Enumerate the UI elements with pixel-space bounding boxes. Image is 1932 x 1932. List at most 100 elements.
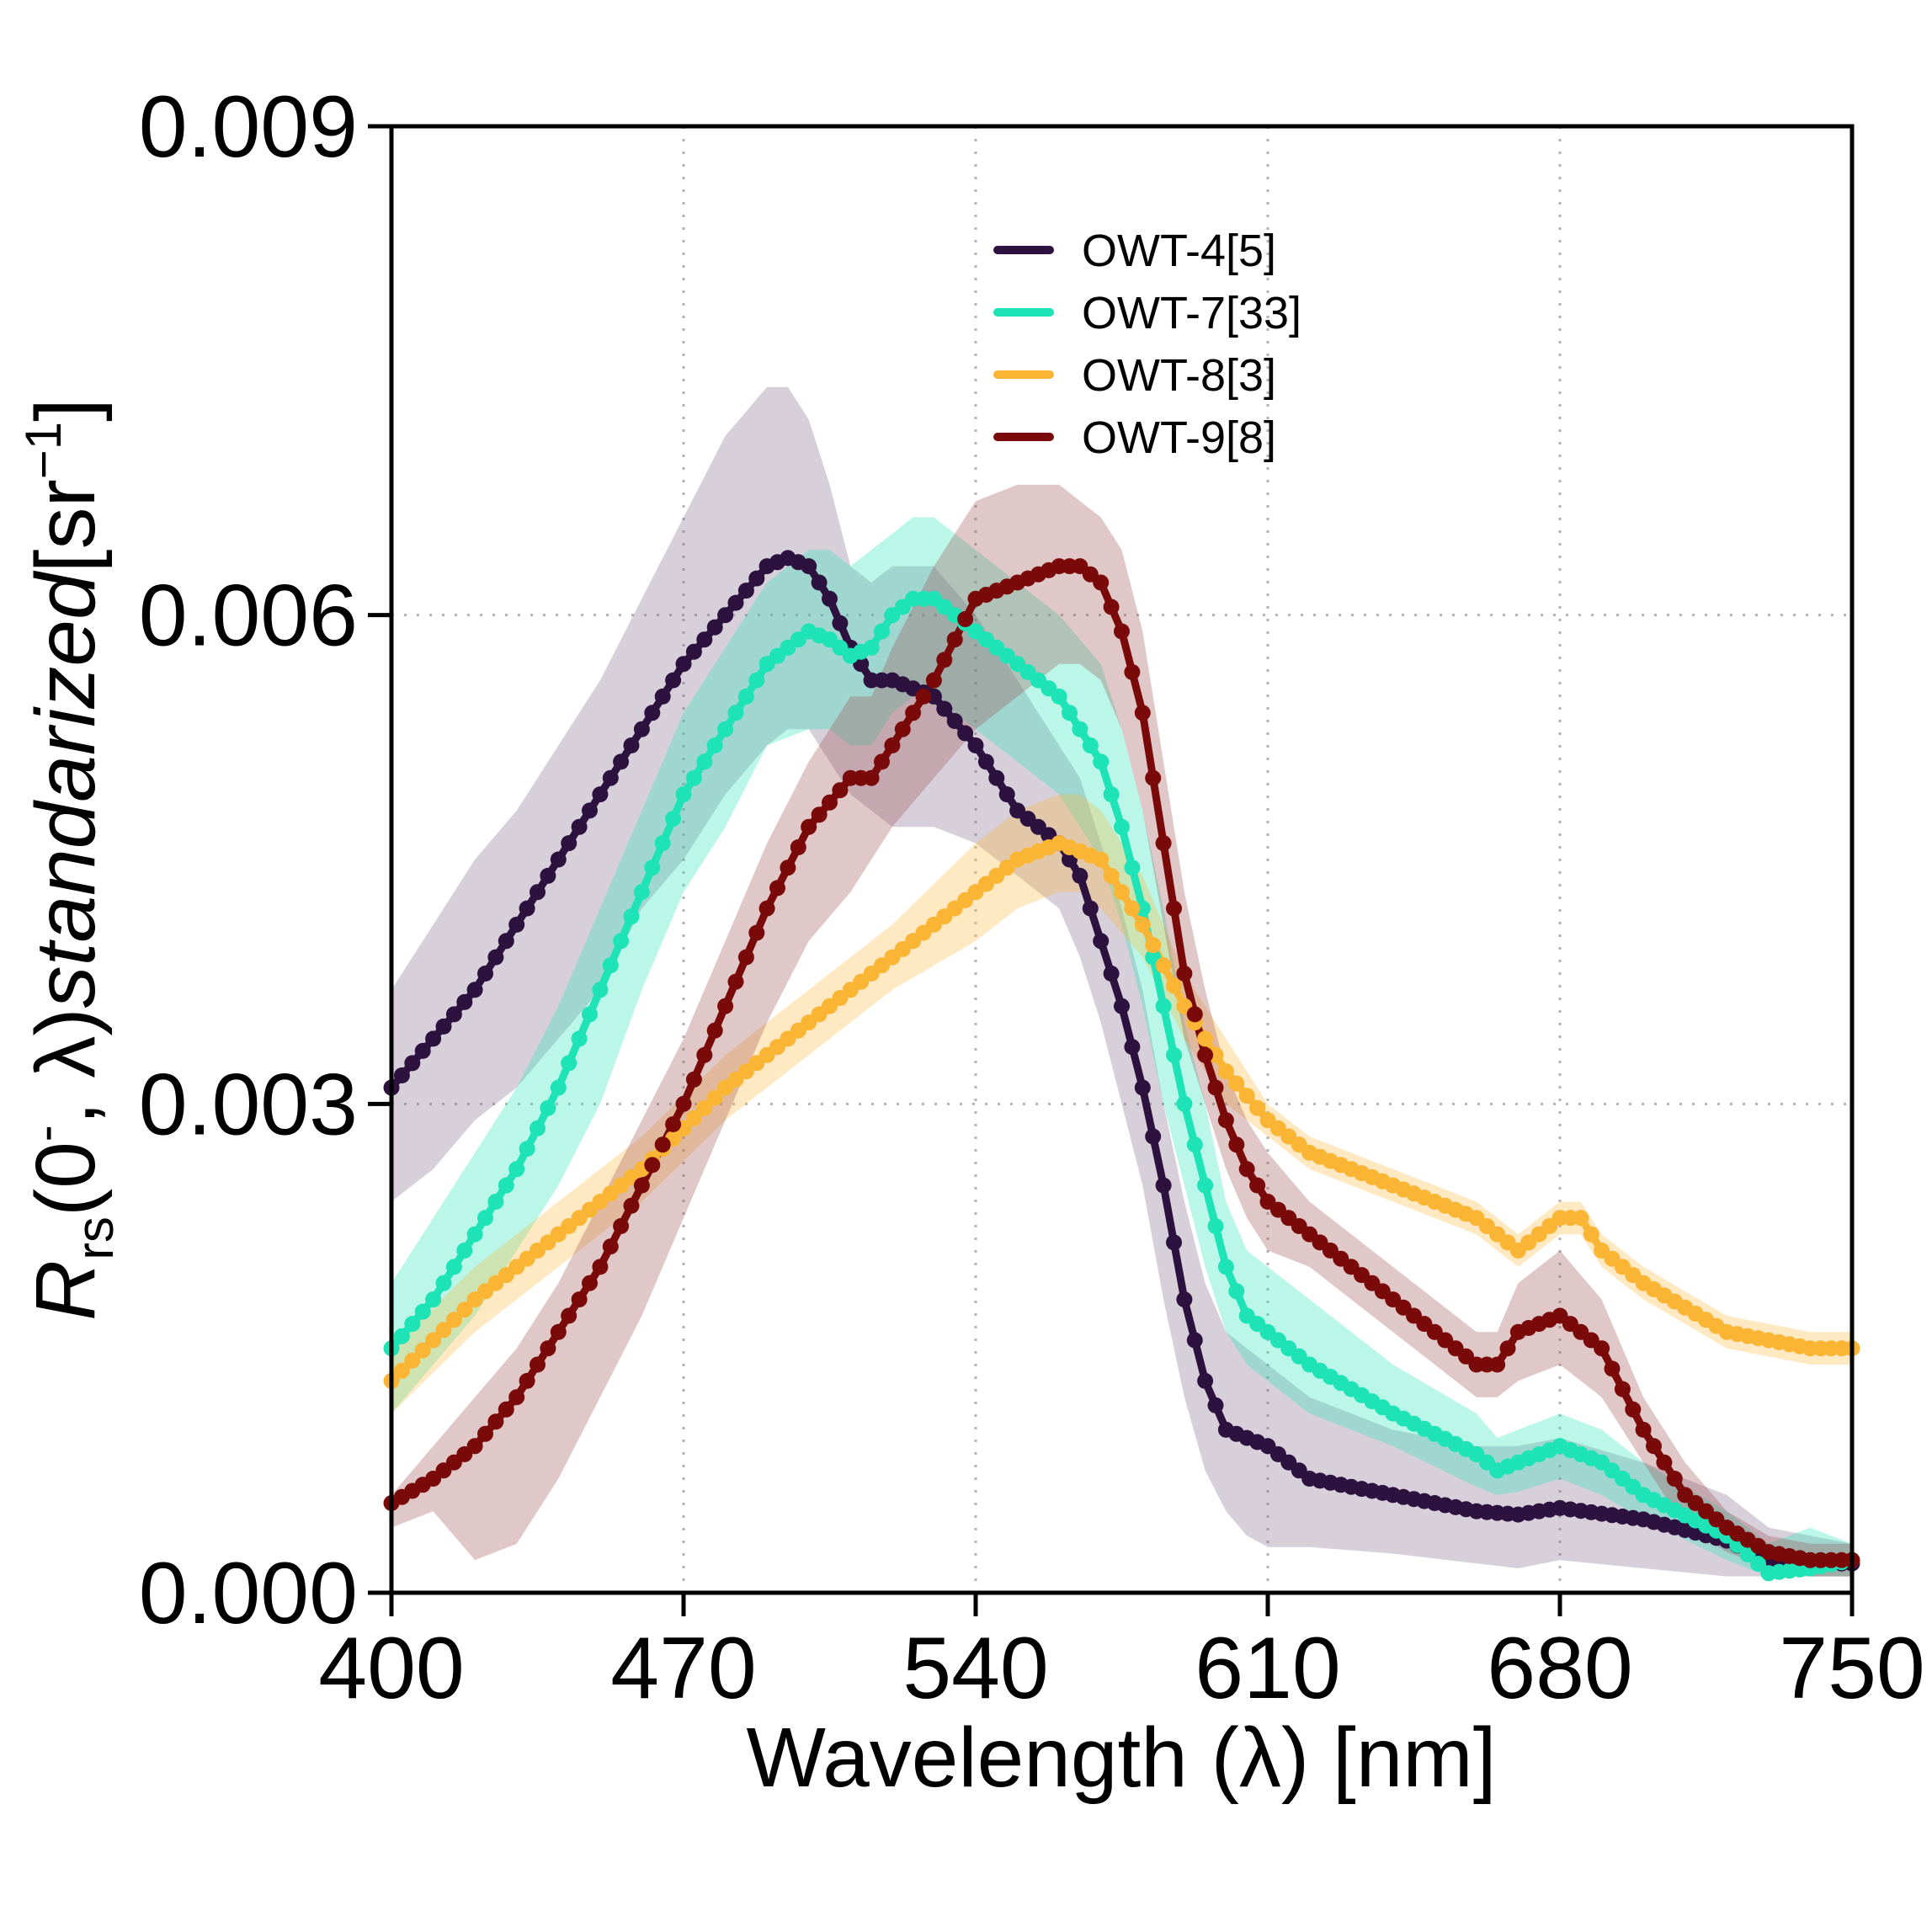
- data-point: [550, 851, 567, 868]
- plot-frame: [389, 124, 1855, 1595]
- data-point: [988, 769, 1005, 786]
- data-point: [685, 1071, 702, 1088]
- data-point: [404, 1352, 421, 1369]
- data-point: [967, 737, 984, 753]
- data-point: [477, 1210, 493, 1227]
- data-point: [498, 933, 514, 950]
- data-point: [1176, 1095, 1193, 1112]
- data-point: [530, 884, 546, 901]
- data-point: [1093, 574, 1110, 591]
- data-point: [1166, 900, 1182, 917]
- data-point: [582, 1275, 598, 1291]
- data-point: [998, 786, 1015, 803]
- data-point: [748, 672, 765, 689]
- data-point: [1238, 1088, 1255, 1104]
- data-point: [613, 753, 630, 770]
- data-point: [1134, 1079, 1151, 1096]
- data-point: [1249, 1177, 1266, 1194]
- grid-lines: [391, 126, 1852, 1593]
- data-point: [1197, 1030, 1214, 1047]
- data-point: [863, 639, 880, 656]
- data-point: [1656, 1454, 1673, 1471]
- data-point: [894, 721, 911, 737]
- data-point: [1228, 1136, 1245, 1153]
- y-title-unit-sup: −1: [15, 422, 72, 479]
- data-point: [1155, 835, 1172, 852]
- data-point: [561, 835, 577, 852]
- data-point: [1604, 1360, 1621, 1377]
- data-point: [957, 725, 974, 742]
- data-point: [498, 1401, 514, 1418]
- data-point: [445, 1006, 462, 1023]
- data-point: [466, 982, 483, 998]
- y-title-sup: -: [17, 1125, 73, 1142]
- data-point: [1489, 1356, 1506, 1373]
- data-point: [466, 1226, 483, 1243]
- data-point: [540, 1099, 556, 1116]
- data-point: [602, 769, 619, 786]
- data-point: [623, 1197, 640, 1214]
- data-point: [404, 1316, 421, 1333]
- data-point: [633, 721, 650, 737]
- y-title-mid: , λ): [19, 1008, 113, 1125]
- data-point: [1145, 937, 1162, 954]
- data-point: [404, 1055, 421, 1072]
- data-point: [445, 1259, 462, 1275]
- x-tick-label: 470: [610, 1620, 757, 1717]
- data-point: [592, 1259, 609, 1275]
- data-point: [654, 835, 671, 852]
- data-point: [675, 1095, 692, 1112]
- data-point: [1217, 1259, 1234, 1275]
- data-point: [1186, 1332, 1203, 1349]
- data-point: [874, 623, 890, 640]
- data-point: [685, 769, 702, 786]
- data-point: [633, 884, 650, 901]
- data-point: [654, 1136, 671, 1153]
- data-point: [393, 1328, 410, 1344]
- data-point: [571, 1291, 588, 1308]
- data-point: [801, 818, 817, 835]
- data-point: [561, 1055, 577, 1072]
- data-point: [790, 839, 806, 855]
- data-point: [550, 1323, 567, 1340]
- data-point: [946, 631, 963, 648]
- data-point: [811, 574, 828, 591]
- data-point: [1093, 753, 1110, 770]
- data-point: [633, 1177, 650, 1194]
- data-point: [1238, 1161, 1255, 1178]
- legend-label: OWT-7[33]: [1082, 288, 1301, 338]
- data-point: [592, 786, 609, 803]
- data-point: [550, 1079, 567, 1096]
- data-point: [665, 811, 682, 828]
- data-point: [1082, 900, 1099, 917]
- data-point: [1166, 1046, 1182, 1063]
- data-point: [1114, 884, 1130, 901]
- data-point: [498, 1177, 514, 1194]
- data-point: [540, 867, 556, 884]
- data-point: [644, 705, 661, 721]
- data-point: [1176, 1291, 1193, 1308]
- data-point: [644, 1157, 661, 1174]
- data-point: [1594, 1340, 1610, 1357]
- y-tick-label: 0.006: [139, 567, 358, 665]
- data-point: [435, 1275, 452, 1291]
- data-point: [706, 1022, 723, 1039]
- data-point: [727, 594, 744, 611]
- data-point: [1635, 1421, 1652, 1438]
- data-point: [1197, 1177, 1214, 1194]
- x-tick-label: 750: [1779, 1620, 1925, 1717]
- data-point: [1103, 786, 1120, 803]
- x-tick-label: 540: [902, 1620, 1049, 1717]
- data-point: [1093, 933, 1110, 950]
- data-point: [675, 656, 692, 673]
- data-point: [925, 672, 942, 689]
- data-point: [696, 1099, 713, 1116]
- data-point: [706, 737, 723, 753]
- data-point: [665, 672, 682, 689]
- data-point: [456, 993, 473, 1010]
- data-point: [508, 1161, 525, 1178]
- y-title-open: (0: [19, 1142, 113, 1216]
- data-point: [1072, 867, 1088, 884]
- data-point: [1217, 1112, 1234, 1129]
- data-point: [1166, 977, 1182, 994]
